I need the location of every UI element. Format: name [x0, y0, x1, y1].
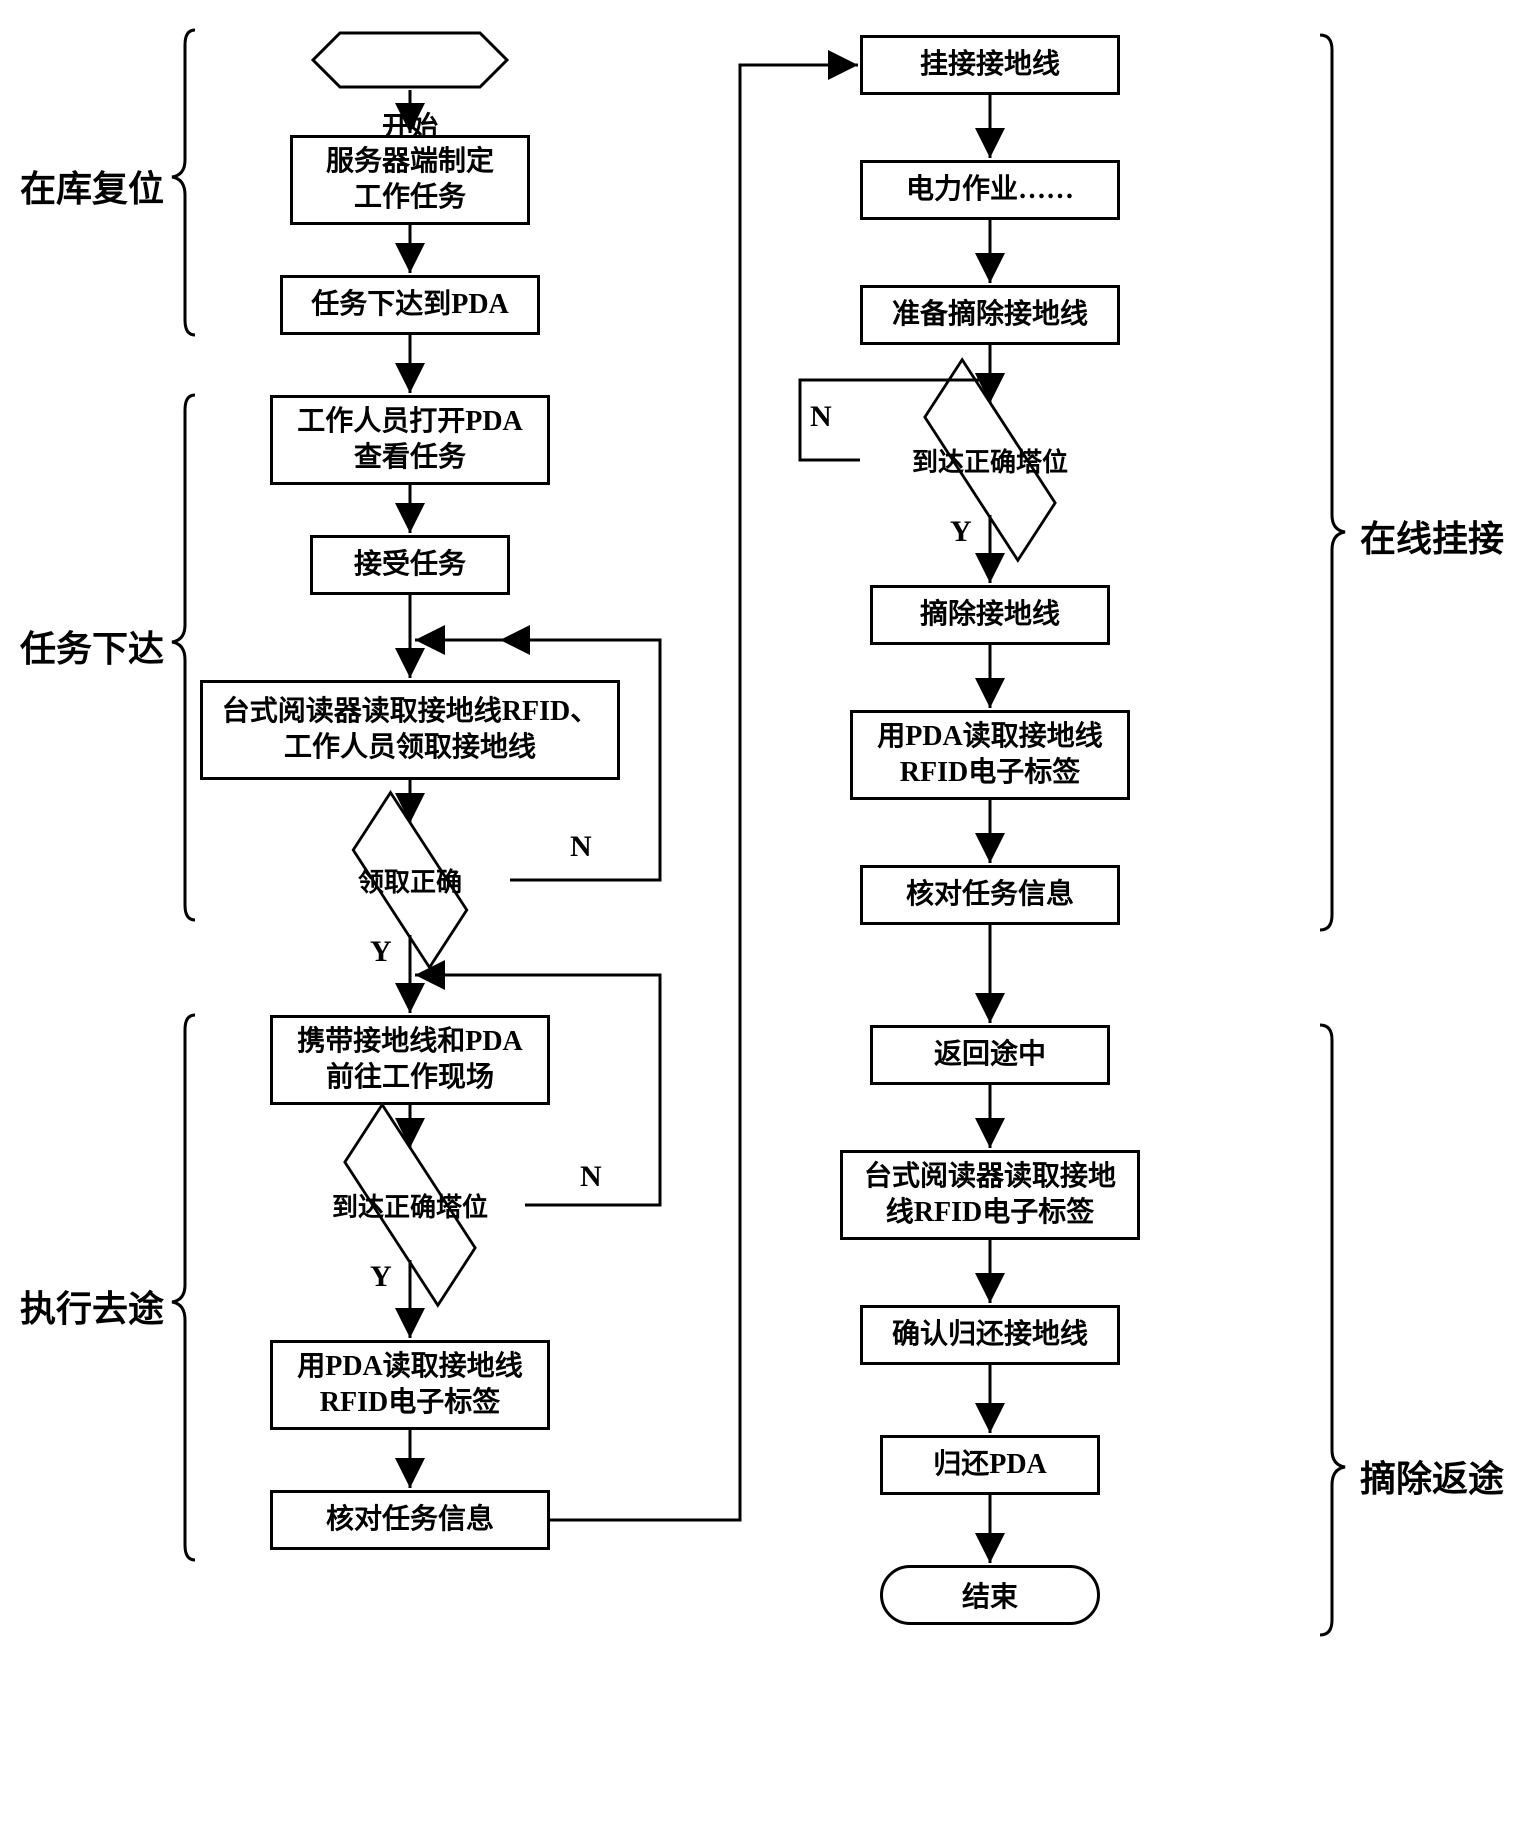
connectors	[0, 0, 1536, 1838]
node-prepare-remove: 准备摘除接地线	[860, 285, 1120, 345]
decision-pickup-label: 领取正确	[340, 845, 480, 915]
decision-arrive-tower-2-label: 到达正确塔位	[905, 425, 1075, 495]
node-verify-task-2: 核对任务信息	[860, 865, 1120, 925]
node-reader-rfid: 台式阅读器读取接地线RFID、工作人员领取接地线	[200, 680, 620, 780]
decision-pickup-correct: 领取正确	[340, 845, 480, 915]
phase-label-3: 执行去途	[20, 1280, 164, 1332]
node-pda-read-rfid-1: 用PDA读取接地线RFID电子标签	[270, 1340, 550, 1430]
decision-arrive-tower-2: 到达正确塔位	[905, 425, 1075, 495]
node-confirm-return: 确认归还接地线	[860, 1305, 1120, 1365]
node-server-task: 服务器端制定工作任务	[290, 135, 530, 225]
phase-label-5: 摘除返途	[1360, 1450, 1504, 1502]
label-d3-no: N	[810, 400, 832, 434]
node-return-way: 返回途中	[870, 1025, 1110, 1085]
node-pda-read-rfid-2: 用PDA读取接地线RFID电子标签	[850, 710, 1130, 800]
decision-arrive-tower-1: 到达正确塔位	[325, 1170, 495, 1240]
phase-label-2: 任务下达	[20, 620, 164, 672]
node-attach-ground: 挂接接地线	[860, 35, 1120, 95]
label-d2-yes: Y	[370, 1260, 392, 1294]
node-desktop-reader: 台式阅读器读取接地线RFID电子标签	[840, 1150, 1140, 1240]
node-remove-ground: 摘除接地线	[870, 585, 1110, 645]
node-power-work: 电力作业……	[860, 160, 1120, 220]
flowchart-canvas: 在库复位 任务下达 执行去途 在线挂接 摘除返途 开始 服务器端制定工作任务 任…	[0, 0, 1536, 1838]
node-return-pda: 归还PDA	[880, 1435, 1100, 1495]
label-d3-yes: Y	[950, 515, 972, 549]
node-staff-open-pda: 工作人员打开PDA查看任务	[270, 395, 550, 485]
phase-label-4: 在线挂接	[1360, 510, 1504, 562]
label-d2-no: N	[580, 1160, 602, 1194]
decision-arrive-tower-1-label: 到达正确塔位	[325, 1170, 495, 1240]
node-accept-task: 接受任务	[310, 535, 510, 595]
phase-label-1: 在库复位	[20, 160, 164, 212]
start-node: 开始	[310, 30, 510, 90]
end-node: 结束	[880, 1565, 1100, 1625]
node-verify-task-1: 核对任务信息	[270, 1490, 550, 1550]
label-d1-yes: Y	[370, 935, 392, 969]
node-carry-to-site: 携带接地线和PDA前往工作现场	[270, 1015, 550, 1105]
node-task-to-pda: 任务下达到PDA	[280, 275, 540, 335]
label-d1-no: N	[570, 830, 592, 864]
